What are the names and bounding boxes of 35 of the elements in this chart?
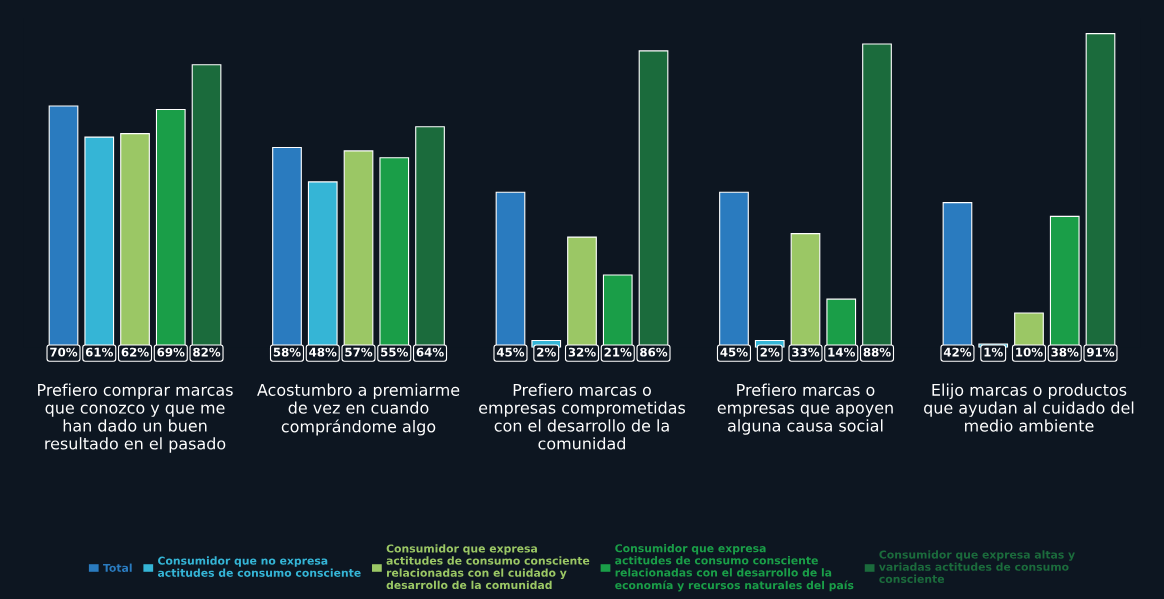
data-label: 45% [496, 347, 525, 357]
data-label: 57% [345, 347, 373, 357]
data-label: 2% [537, 347, 556, 357]
legend-label: Consumidor que expresa actitudes de consumo consciente relacionadas con el desarrollo de la economía y recursos naturales del país [615, 543, 854, 592]
data-label: 69% [157, 347, 185, 357]
data-label: 55% [381, 347, 409, 357]
data-label: 45% [720, 347, 748, 357]
x-tick-label: Prefiero comprar marcas que conozco y que me han dado un buen resultado en el pasado [38, 383, 233, 453]
data-label: 10% [1016, 347, 1043, 357]
data-label: 14% [828, 347, 855, 357]
data-label: 33% [792, 347, 820, 357]
data-label: 61% [85, 347, 114, 357]
legend-label: Consumidor que expresa altas y variadas actitudes de consumo consciente [879, 550, 1075, 583]
data-label: 70% [50, 347, 78, 357]
data-label: 62% [121, 347, 149, 357]
data-label: 86% [640, 347, 668, 357]
legend-label: Consumidor que expresa actitudes de consumo consciente relacionadas con el cuidado y desarrollo de la comunidad [386, 544, 590, 590]
data-label: 48% [309, 347, 337, 357]
legend-label: Consumidor que no expresa actitudes de consumo consciente [157, 556, 361, 577]
data-label: 82% [193, 347, 221, 357]
data-label: 2% [760, 347, 780, 357]
data-label: 32% [568, 347, 596, 357]
legend-label: Total [103, 563, 132, 572]
data-label: 91% [1086, 347, 1115, 357]
data-label: 1% [984, 347, 1003, 357]
data-label: 88% [863, 347, 891, 357]
x-tick-label: Prefiero marcas o empresas que apoyen alguna causa social [717, 383, 893, 435]
x-tick-label: Prefiero marcas o empresas comprometidas con el desarrollo de la comunidad [479, 383, 686, 450]
x-tick-label: Acostumbro a premiarme de vez en cuando comprándome algo [257, 383, 460, 436]
x-tick-label: Elijo marcas o productos que ayudan al cuidado del medio ambiente [924, 383, 1134, 432]
data-label: 21% [604, 347, 632, 357]
data-label: 42% [943, 347, 972, 357]
data-label: 38% [1051, 347, 1079, 357]
data-label: 58% [273, 347, 301, 357]
data-label: 64% [416, 347, 444, 357]
